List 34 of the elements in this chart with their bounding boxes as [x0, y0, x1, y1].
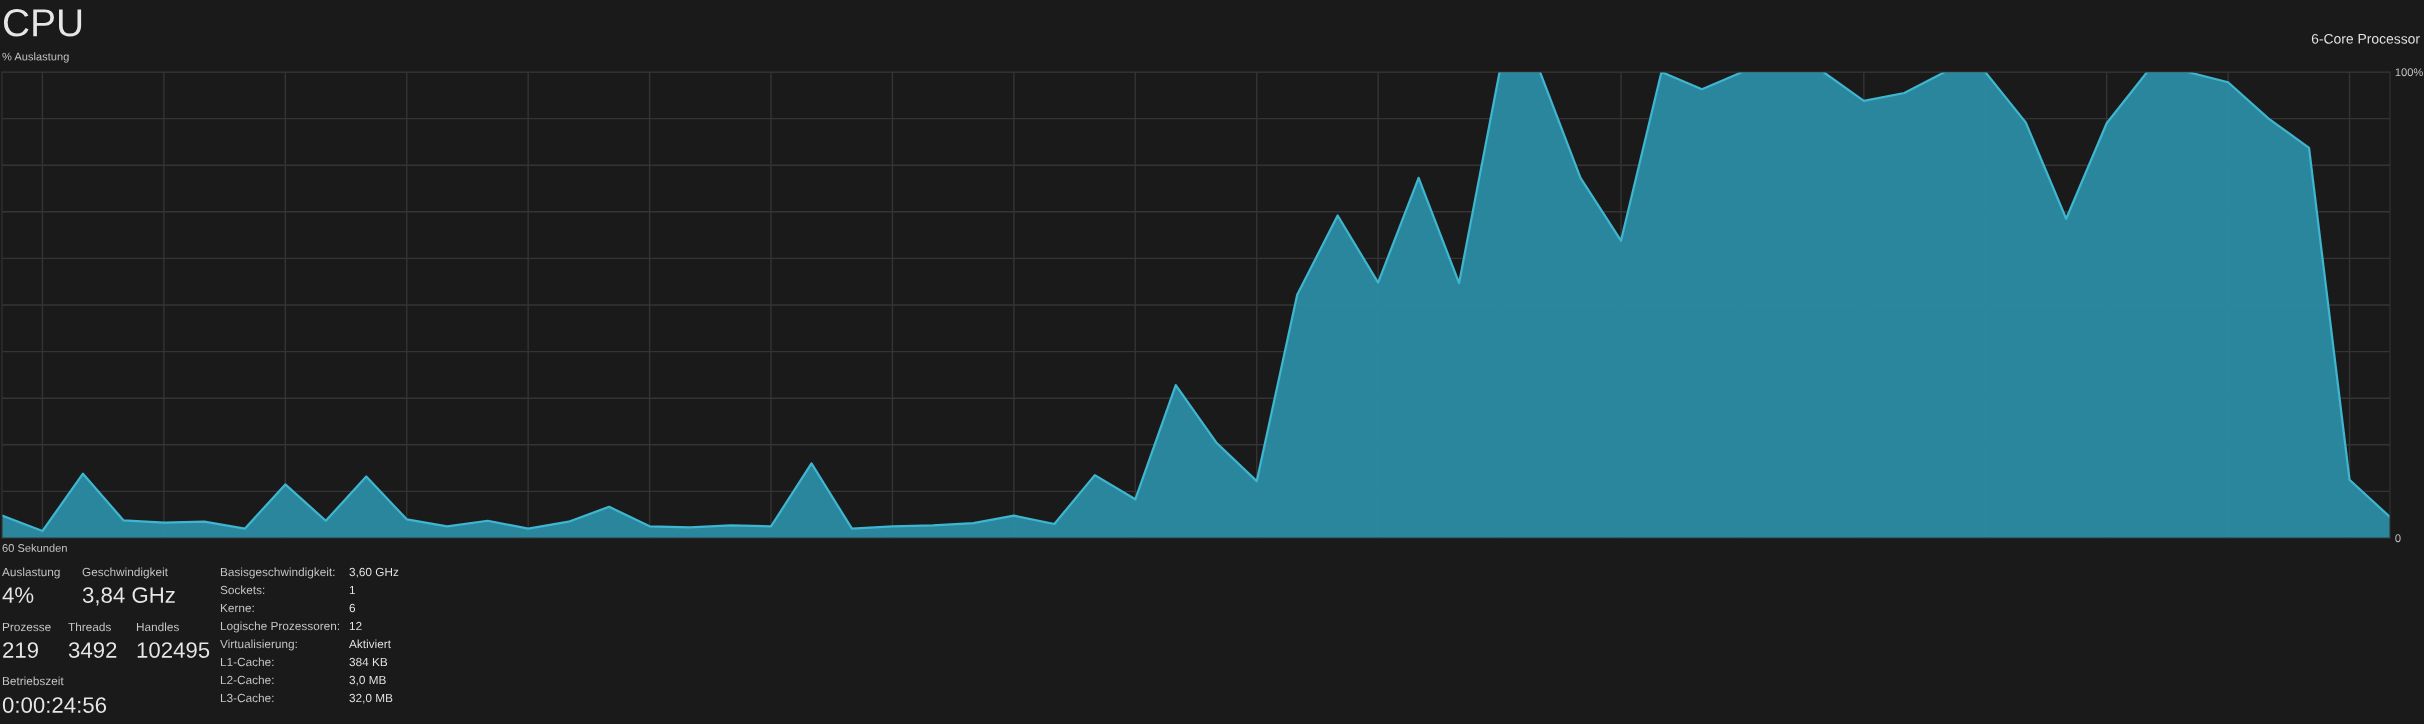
text: 3492	[68, 642, 117, 658]
text: Sockets:	[220, 585, 265, 595]
text: Aktiviert	[349, 639, 391, 649]
text: 3,60 GHz	[349, 567, 399, 578]
text: Threads	[68, 622, 111, 632]
text: 219	[3, 642, 39, 658]
text: Geschwindigkeit	[82, 567, 168, 579]
text: Betriebszeit	[2, 676, 64, 686]
text: 102495	[137, 642, 210, 658]
text: L2-Cache:	[220, 675, 274, 685]
text: 3,0 MB	[349, 675, 386, 686]
y-tick-label: 0	[2395, 534, 2401, 543]
text: 32,0 MB	[349, 693, 393, 704]
text: L3-Cache:	[220, 693, 274, 703]
y-axis-title: % Auslastung	[2, 52, 69, 63]
text: Virtualisierung:	[220, 639, 297, 651]
text: 1	[349, 585, 355, 595]
text: 60 Sekunden	[2, 543, 67, 552]
text: 4%	[2, 587, 34, 603]
text: Kerne:	[220, 603, 254, 613]
text: Handles	[136, 622, 179, 632]
y-tick-label: 100%	[2395, 68, 2423, 77]
text: 12	[349, 621, 362, 631]
text: 3,84 GHz	[82, 587, 175, 606]
text: 384 KB	[349, 657, 388, 667]
text: Logische Prozessoren:	[220, 621, 340, 633]
text: L1-Cache:	[220, 657, 274, 667]
text: Prozesse	[2, 622, 51, 632]
chart-subtitle: 6-Core Processor	[2311, 33, 2420, 44]
text: Basisgeschwindigkeit:	[220, 567, 335, 579]
text: 0:00:24:56	[2, 697, 107, 713]
text: 6	[349, 603, 356, 613]
chart-title: CPU	[3, 9, 82, 37]
text: Auslastung	[2, 567, 60, 579]
